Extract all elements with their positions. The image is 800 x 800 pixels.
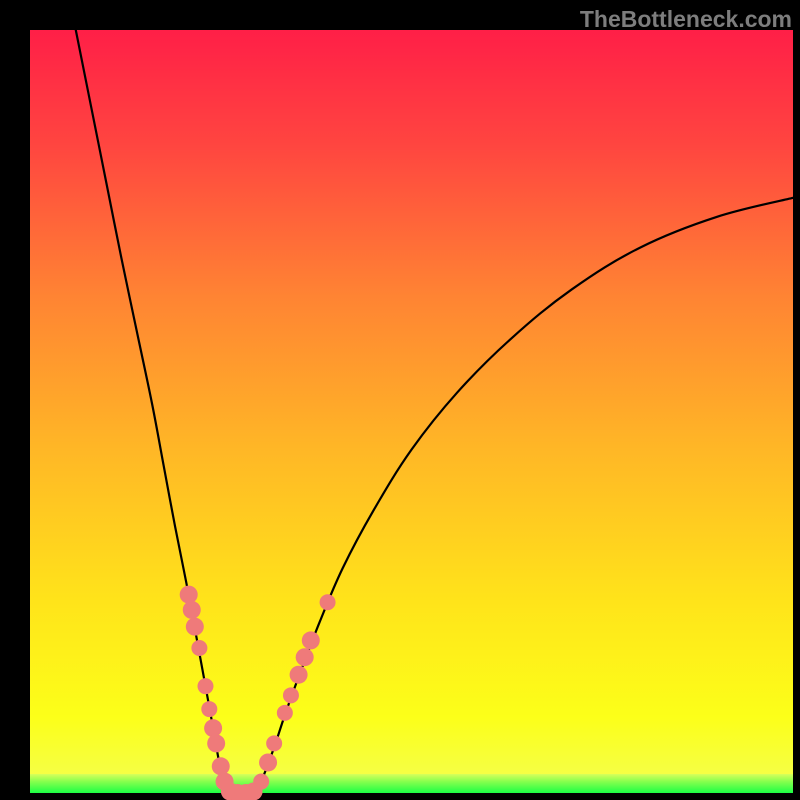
chart-root: TheBottleneck.com	[0, 0, 800, 800]
plot-green-band	[30, 774, 793, 793]
watermark-text: TheBottleneck.com	[580, 6, 792, 33]
plot-gradient-background	[30, 30, 793, 793]
